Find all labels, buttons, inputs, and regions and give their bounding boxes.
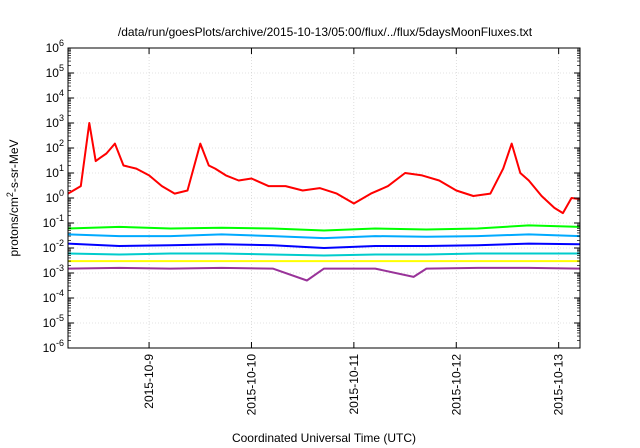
y-axis: 106 105 104 103 102 101 100 10-1 10-2 10-3 10-4 10-… (43, 38, 580, 355)
x-tick-label: 2015-10-11 (347, 354, 361, 415)
y-tick-label: 102 (46, 138, 64, 155)
y-tick-label: 105 (46, 63, 64, 80)
y-tick-label: 10-6 (43, 338, 64, 355)
series-line (67, 233, 581, 240)
y-tick-label: 106 (46, 38, 64, 55)
y-tick-label: 103 (46, 113, 64, 130)
series-line (67, 224, 581, 232)
y-tick-label: 104 (46, 88, 64, 105)
series-line (67, 252, 580, 257)
y-tick-label: 10-4 (43, 288, 64, 305)
x-axis-label: Coordinated Universal Time (UTC) (232, 431, 416, 445)
y-axis-label: protons/cm2-s-sr-MeV (5, 139, 21, 256)
grid (68, 48, 580, 348)
x-tick-label: 2015-10-13 (552, 354, 566, 416)
x-tick-label: 2015-10-9 (142, 354, 156, 409)
x-tick-label: 2015-10-10 (244, 354, 258, 416)
series-line (67, 122, 581, 215)
y-tick-label: 10-5 (43, 313, 64, 330)
x-axis: 2015-10-9 2015-10-10 2015-10-11 2015-10-12 2… (142, 48, 566, 415)
series-line (67, 266, 581, 282)
x-tick-label: 2015-10-12 (449, 354, 463, 416)
series-group (67, 122, 581, 282)
chart-title: /data/run/goesPlots/archive/2015-10-13/0… (118, 25, 533, 39)
series-line (67, 242, 581, 249)
y-tick-label: 10-2 (43, 238, 64, 255)
y-tick-label: 101 (46, 163, 64, 180)
y-tick-label: 10-1 (43, 213, 64, 230)
y-tick-label: 10-3 (43, 263, 64, 280)
y-tick-label: 100 (46, 188, 64, 205)
